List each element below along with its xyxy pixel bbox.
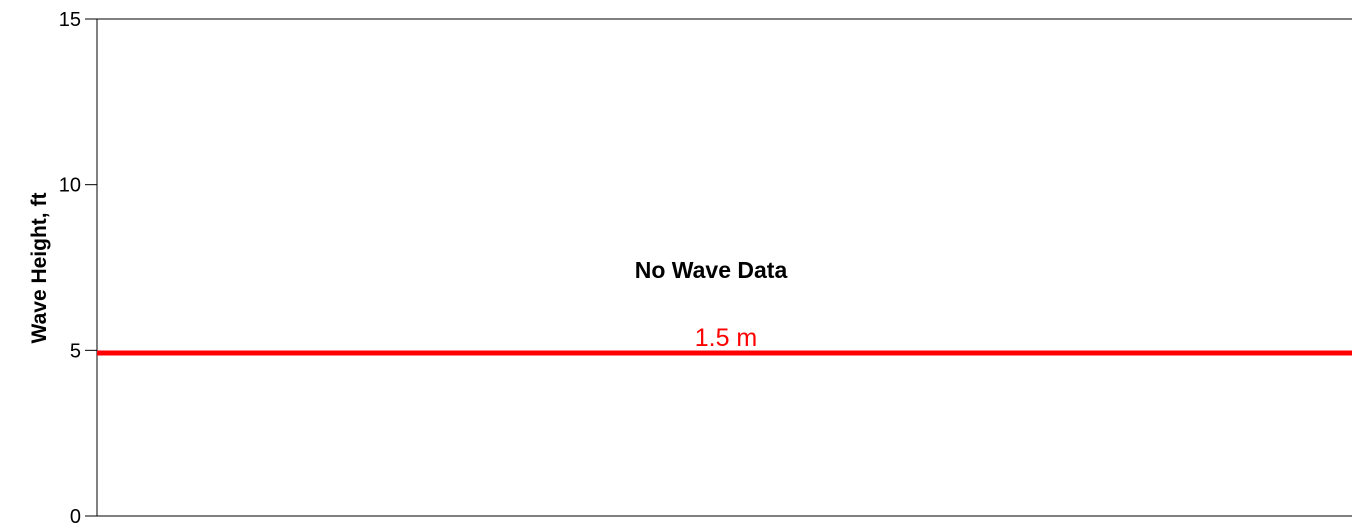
y-axis-title: Wave Height, ft (28, 193, 51, 344)
y-tick-label: 0 (70, 506, 81, 528)
y-axis-ticks (85, 18, 97, 517)
y-tick-label: 15 (59, 9, 81, 31)
y-tick-label: 5 (70, 340, 81, 362)
plot-frame (96, 18, 1352, 517)
reference-line-label: 1.5 m (695, 324, 758, 352)
y-tick-label: 10 (59, 175, 81, 197)
y-axis-tick-labels: 0 5 10 15 (59, 9, 81, 528)
no-data-annotation: No Wave Data (635, 257, 788, 283)
